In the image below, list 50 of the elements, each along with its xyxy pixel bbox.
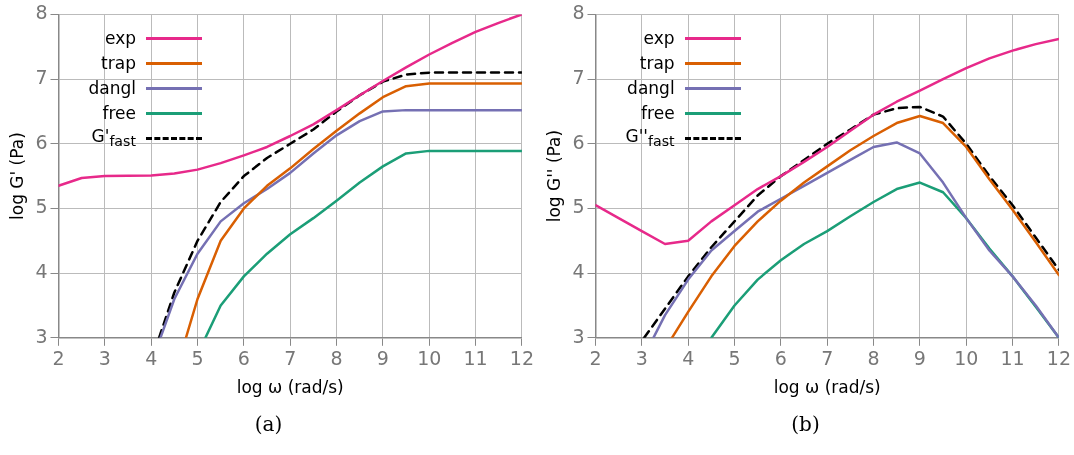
legend-label: dangl xyxy=(88,77,136,101)
x-tick-label: 6 xyxy=(774,347,787,370)
y-tick-label: 7 xyxy=(572,66,585,89)
y-tick-label: 6 xyxy=(572,130,585,153)
x-tick-label: 12 xyxy=(1046,347,1072,370)
x-tick-label: 11 xyxy=(1000,347,1025,370)
x-tick-label: 7 xyxy=(821,347,834,370)
y-tick-label: 4 xyxy=(35,260,48,283)
legend-label: free xyxy=(102,102,136,126)
x-tick-label: 11 xyxy=(463,347,488,370)
x-tick-label: 5 xyxy=(191,347,204,370)
x-tick-label: 4 xyxy=(682,347,695,370)
x-tick-label: 10 xyxy=(417,347,442,370)
x-tick-label: 8 xyxy=(867,347,880,370)
legend-label: free xyxy=(641,102,675,126)
legend-label: trap xyxy=(639,52,675,76)
y-axis-title: log G' (Pa) xyxy=(6,132,27,220)
text: (a) xyxy=(253,412,284,436)
x-axis-title: log ω (rad/s) xyxy=(236,377,344,398)
legend-label: dangl xyxy=(627,77,675,101)
y-tick-label: 3 xyxy=(35,324,48,347)
y-tick-label: 7 xyxy=(35,66,48,89)
y-tick-label: 4 xyxy=(572,260,585,283)
x-tick-label: 3 xyxy=(98,347,111,370)
legend-label: G'$_{fast}$ xyxy=(91,124,136,152)
x-tick-label: 7 xyxy=(284,347,297,370)
y-tick-label: 3 xyxy=(572,324,585,347)
x-axis-title: log ω (rad/s) xyxy=(773,377,881,398)
y-tick-label: 8 xyxy=(35,1,48,24)
x-tick-label: 6 xyxy=(237,347,250,370)
x-tick-label: 4 xyxy=(145,347,158,370)
legend-label: G''$_{fast}$ xyxy=(625,124,675,152)
legend-label: exp xyxy=(104,27,136,51)
x-tick-label: 9 xyxy=(376,347,389,370)
y-tick-label: 6 xyxy=(35,130,48,153)
x-tick-label: 2 xyxy=(589,347,602,370)
y-axis-title: log G'' (Pa) xyxy=(543,129,564,223)
x-tick-label: 10 xyxy=(954,347,979,370)
x-tick-label: 5 xyxy=(728,347,741,370)
y-tick-label: 5 xyxy=(572,195,585,218)
legend-label: trap xyxy=(101,52,136,76)
x-tick-label: 2 xyxy=(52,347,65,370)
y-tick-label: 5 xyxy=(35,195,48,218)
legend-label: exp xyxy=(643,27,675,51)
x-tick-label: 9 xyxy=(913,347,926,370)
x-tick-label: 12 xyxy=(509,347,535,370)
x-tick-label: 3 xyxy=(635,347,648,370)
y-tick-label: 8 xyxy=(572,1,585,24)
x-tick-label: 8 xyxy=(330,347,343,370)
text: (b) xyxy=(790,412,821,436)
